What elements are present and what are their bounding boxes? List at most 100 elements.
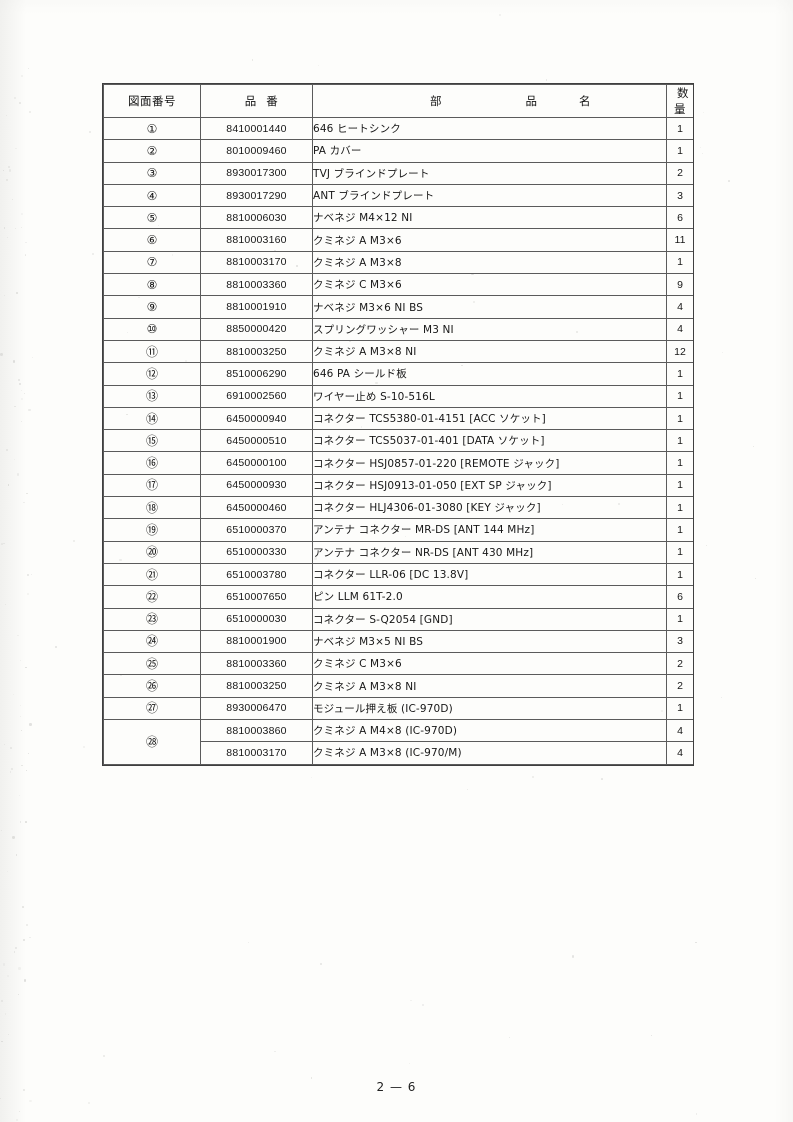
table-row: ⑭ 6450000940 コネクター TCS5380-01-4151 [ACC ソケ…: [103, 406, 694, 431]
scan-speck: [319, 962, 323, 965]
cell-quantity: 1: [666, 116, 694, 141]
cell-part-no: 6450000940: [200, 406, 313, 431]
cell-quantity: 3: [666, 183, 694, 208]
table-row: ㉑ 6510003780 コネクター LLR-06 [DC 13.8V] 1: [103, 562, 694, 587]
cell-drawing-no: ㉖: [103, 674, 201, 698]
scan-speck: [29, 1100, 32, 1103]
cell-part-name: ANT ブラインドプレート: [312, 183, 667, 208]
cell-drawing-no: ⑱: [103, 496, 201, 520]
scan-speck: [705, 544, 707, 546]
cell-drawing-no: ⑮: [103, 429, 201, 453]
column-header-part-name-label-a: 部: [430, 94, 484, 108]
cell-drawing-no: ⑥: [103, 228, 201, 252]
cell-part-name: アンテナ コネクター MR-DS [ANT 144 MHz]: [312, 518, 667, 542]
scan-speck: [15, 854, 17, 856]
scan-speck: [27, 573, 30, 576]
cell-quantity: 4: [666, 741, 694, 765]
scan-speck: [754, 578, 756, 580]
table-row: ㉓ 6510000030 コネクター S-Q2054 [GND] 1: [103, 607, 694, 631]
scan-speck: [467, 788, 468, 790]
scan-speck: [728, 180, 730, 182]
cell-part-no: 8010009460: [200, 139, 313, 163]
column-header-part-name-label-c: 名: [579, 94, 591, 108]
scan-speck: [18, 101, 21, 104]
cell-part-no: 8810003170: [200, 250, 313, 275]
table-row: ④ 8930017290 ANT ブラインドプレート 3: [103, 183, 694, 208]
cell-quantity: 1: [666, 250, 694, 275]
cell-part-name: 646 ヒートシンク: [312, 116, 667, 141]
scan-speck: [3, 542, 5, 545]
scan-speck: [26, 592, 30, 595]
column-header-part-no-label-a: 品: [244, 94, 267, 108]
scan-speck: [699, 146, 701, 148]
scan-speck: [4, 294, 6, 296]
cell-quantity: 1: [666, 540, 694, 564]
cell-quantity: 12: [666, 339, 694, 364]
scan-speck: [531, 776, 534, 779]
scan-speck: [30, 573, 33, 576]
cell-part-name: コネクター S-Q2054 [GND]: [312, 607, 667, 631]
table-row: ⑱ 6450000460 コネクター HLJ4306-01-3080 [KEY ジャ…: [103, 496, 694, 520]
scan-speck: [31, 356, 33, 358]
cell-part-name: コネクター TCS5037-01-401 [DATA ソケット]: [312, 429, 667, 453]
cell-part-name: クミネジ C M3×6: [312, 273, 667, 297]
scan-speck: [54, 645, 57, 648]
cell-drawing-no: ㉓: [103, 607, 201, 631]
table-row: ⑯ 6450000100 コネクター HSJ0857-01-220 [REMOTE …: [103, 451, 694, 475]
cell-drawing-no: ⑤: [103, 206, 201, 230]
column-header-drawing-no: 図面番号: [103, 84, 201, 118]
cell-quantity: 1: [666, 518, 694, 542]
table-row: ③ 8930017300 TVJ ブラインドプレート 2: [103, 161, 694, 185]
cell-part-no: 8930017290: [200, 183, 313, 208]
scan-speck: [753, 445, 755, 447]
scan-speck: [13, 96, 16, 99]
column-header-drawing-no-label: 図面番号: [128, 94, 176, 108]
scan-speck: [20, 226, 22, 228]
scan-speck: [695, 942, 697, 944]
scan-speck: [11, 198, 14, 201]
cell-part-no: 8810003250: [200, 339, 313, 364]
cell-quantity: 1: [666, 429, 694, 453]
cell-drawing-no: ㉔: [103, 629, 201, 654]
cell-part-no: 8930017300: [200, 161, 313, 185]
scan-speck: [19, 821, 22, 823]
column-header-qty: 数量: [666, 84, 694, 118]
scan-speck: [4, 1013, 7, 1015]
scan-speck: [23, 392, 25, 394]
table-row: 8810003170 クミネジ A M3×8 (IC-970/M) 4: [104, 741, 694, 765]
table-row: ⑲ 6510000370 アンテナ コネクター MR-DS [ANT 144 MHz…: [103, 518, 694, 542]
table-header-row: 図面番号 品番 部品名 数量: [103, 84, 694, 118]
cell-part-name: ワイヤー止め S-10-516L: [312, 384, 667, 408]
scan-speck: [19, 659, 21, 661]
cell-drawing-no: ⑧: [103, 273, 201, 297]
scan-speck: [545, 79, 548, 81]
scan-speck: [28, 408, 31, 412]
cell-quantity: 1: [666, 496, 694, 520]
scan-speck: [274, 1050, 276, 1053]
cell-part-no: 8810001910: [200, 295, 313, 319]
scan-speck: [7, 237, 8, 238]
cell-drawing-no: ②: [103, 139, 201, 163]
scan-speck: [14, 405, 16, 408]
table-row: ⑫ 8510006290 646 PA シールド板 1: [103, 362, 694, 386]
cell-part-name: クミネジ C M3×6: [312, 652, 667, 676]
cell-part-no: 8810003360: [200, 652, 313, 676]
scan-speck: [13, 458, 15, 460]
cell-drawing-no: ⑨: [103, 295, 201, 319]
scan-speck: [21, 75, 24, 77]
cell-quantity: 1: [666, 473, 694, 498]
scan-speck: [20, 389, 22, 392]
cell-part-no: 8410001440: [200, 116, 313, 141]
column-header-part-no-label-b: 番: [266, 94, 279, 108]
cell-drawing-no: ⑩: [103, 317, 201, 341]
cell-drawing-no: ⑯: [103, 451, 201, 475]
cell-part-no: 8810003160: [200, 228, 313, 252]
cell-quantity: 4: [666, 317, 694, 341]
table-row: ⑬ 6910002560 ワイヤー止め S-10-516L 1: [103, 384, 694, 408]
scan-speck: [0, 829, 3, 831]
scan-speck: [21, 730, 23, 732]
scan-speck: [9, 771, 12, 774]
cell-part-name: ナベネジ M3×5 NI BS: [312, 629, 667, 654]
scan-speck: [12, 836, 15, 839]
scan-speck: [310, 1077, 313, 1080]
